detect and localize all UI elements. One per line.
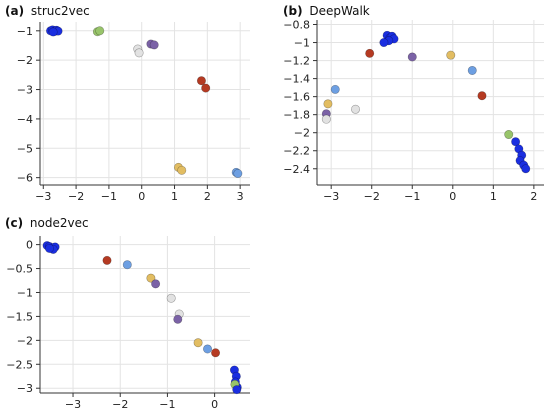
panel-a: (a) struc2vec −3 −2 −1 0 1 2 3 −1 −2 −3 −4 −5 −6 xyxy=(5,4,250,203)
panel-c-x-tick-label: −1 xyxy=(159,398,175,411)
panel-b-x-tick-label: −3 xyxy=(323,190,339,203)
panel-b-y-tick-label: −0.8 xyxy=(283,19,310,32)
panel-b-point xyxy=(521,164,531,174)
panel-c-x-tick-label: −3 xyxy=(65,398,81,411)
panel-b-point xyxy=(504,130,514,140)
panel-a-y-tick-label: −6 xyxy=(17,172,33,185)
panel-c-y-tick-label: 0 xyxy=(26,239,33,252)
panel-c-y-tick-label: −1.5 xyxy=(6,310,33,323)
panel-b-point xyxy=(379,38,389,48)
panel-c-point xyxy=(151,279,161,289)
panel-a-x-tick-label: 1 xyxy=(171,190,178,203)
panel-a-point xyxy=(48,27,58,37)
panel-b-y-tick-label: −1.2 xyxy=(283,55,310,68)
panel-b-point xyxy=(511,137,521,147)
panel-c-point xyxy=(173,314,183,324)
panel-a-point xyxy=(233,169,243,179)
panel-b-point xyxy=(467,65,477,75)
panel-c-point xyxy=(102,255,112,265)
panel-a-y-tick-label: −5 xyxy=(17,142,33,155)
panel-b-point xyxy=(477,91,487,101)
panel-b-point xyxy=(407,52,417,62)
panel-c-x-tick-label: −2 xyxy=(112,398,128,411)
panel-c: (c) node2vec −3 −2 −1 0 0 −0.5 −1 −1.5 −2 −2.5 −3 xyxy=(5,216,250,411)
panel-b-point xyxy=(321,114,331,124)
panel-b-x-tick-label: −1 xyxy=(404,190,420,203)
panel-b-letter: (b) xyxy=(283,4,303,18)
panel-b-y-tick-label: −1.8 xyxy=(283,109,310,122)
panel-b-y-tick-label: −1.4 xyxy=(283,73,310,86)
panel-b-title: (b) DeepWalk xyxy=(283,4,370,18)
panel-b-point xyxy=(330,84,340,94)
panel-c-letter: (c) xyxy=(5,216,23,230)
panel-a-x-tick-label: 3 xyxy=(237,190,244,203)
panel-b-name: DeepWalk xyxy=(309,4,369,18)
panel-a-name: struc2vec xyxy=(31,4,90,18)
panel-c-point xyxy=(44,243,54,253)
panel-c-y-tick-label: −3 xyxy=(17,382,33,395)
panel-b-x-tick-label: 2 xyxy=(530,190,537,203)
panel-a-y-tick-label: −3 xyxy=(17,84,33,97)
panel-a-y-tick-label: −2 xyxy=(17,54,33,67)
panel-b-y-tick-label: −1 xyxy=(294,37,310,50)
panel-a-x-tick-label: 0 xyxy=(138,190,145,203)
panel-b-point xyxy=(446,50,456,60)
panel-c-y-tick-label: −2.5 xyxy=(6,358,33,371)
panel-a-point xyxy=(201,83,211,93)
panel-b-y-tick-label: −1.6 xyxy=(283,91,310,104)
panel-b-y-tick-label: −2.2 xyxy=(283,145,310,158)
panel-c-y-tick-label: −0.5 xyxy=(6,263,33,276)
panel-a-x-tick-label: −2 xyxy=(68,190,84,203)
panel-c-title: (c) node2vec xyxy=(5,216,89,230)
panel-a-y-tick-label: −1 xyxy=(17,25,33,38)
panel-b-point xyxy=(323,99,333,109)
panel-c-point xyxy=(193,338,203,348)
panel-b-x-tick-label: 1 xyxy=(490,190,497,203)
panel-a-letter: (a) xyxy=(5,4,24,18)
panel-c-point xyxy=(203,344,213,354)
panel-a-x-tick-label: −3 xyxy=(35,190,51,203)
panel-c-point xyxy=(211,348,221,358)
panel-c-point xyxy=(166,293,176,303)
panel-c-point xyxy=(146,273,156,283)
panel-c-x-tick-label: 0 xyxy=(211,398,218,411)
panel-c-name: node2vec xyxy=(30,216,89,230)
panel-a-y-tick-label: −4 xyxy=(17,113,33,126)
panel-b-point xyxy=(365,48,375,58)
panel-b-x-tick-label: 0 xyxy=(449,190,456,203)
panel-a-point xyxy=(196,76,206,86)
panel-b-x-tick-label: −2 xyxy=(364,190,380,203)
panel-a-point xyxy=(134,48,144,58)
panel-a-x-tick-label: −1 xyxy=(101,190,117,203)
panel-a-point xyxy=(95,26,105,36)
panel-c-point xyxy=(232,385,242,395)
panel-c-point xyxy=(122,260,132,270)
panel-a-x-tick-label: 2 xyxy=(204,190,211,203)
panel-a-title: (a) struc2vec xyxy=(5,4,90,18)
panel-b: (b) DeepWalk −3 −2 −1 0 1 2 −0.8 −1 −1.2 −1.4 −1.6… xyxy=(283,4,544,203)
panel-a-point xyxy=(177,165,187,175)
panel-b-y-tick-label: −2 xyxy=(294,127,310,140)
panel-b-point xyxy=(351,104,361,114)
panel-b-y-tick-label: −2.4 xyxy=(283,163,310,176)
panel-c-y-tick-label: −1 xyxy=(17,286,33,299)
panel-a-point xyxy=(149,40,159,50)
panel-c-y-tick-label: −2 xyxy=(17,334,33,347)
